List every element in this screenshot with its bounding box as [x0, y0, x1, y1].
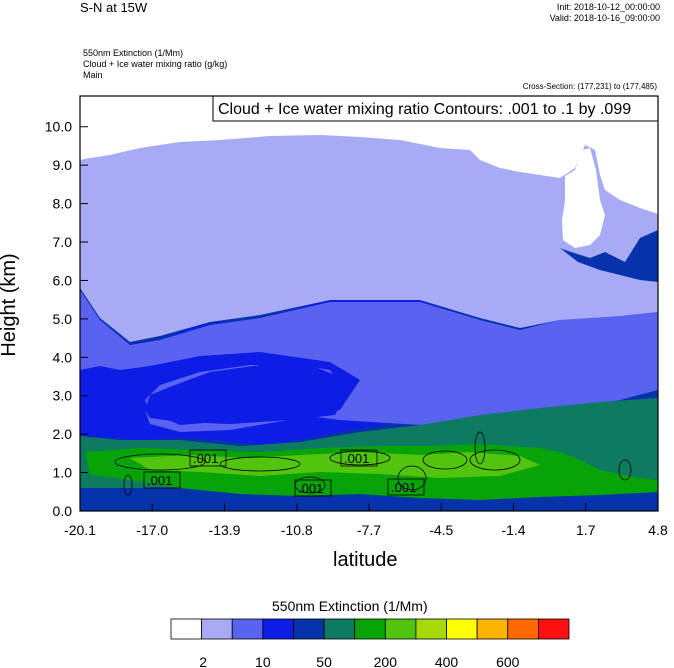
x-tick-label: -13.9 — [209, 522, 241, 538]
fill-white-top — [80, 96, 658, 214]
x-tick-label: 4.8 — [648, 522, 668, 538]
x-tick-label: -17.0 — [136, 522, 168, 538]
x-axis: -20.1 -17.0 -13.9 -10.8 -7.7 -4.5 -1.4 1.7 4.8 — [64, 503, 668, 538]
colorbar-swatch — [262, 618, 294, 640]
colorbar-swatch — [170, 618, 203, 640]
y-tick-label: 0.0 — [53, 503, 73, 519]
y-tick-label: 4.0 — [53, 349, 73, 365]
colorbar-label: 50 — [316, 654, 332, 668]
colorbar-swatch — [476, 618, 509, 640]
contour-label: .001 — [344, 451, 369, 466]
valid-time: Valid: 2018-10-16_09:00:00 — [549, 13, 660, 23]
colorbar-label: 2 — [199, 654, 207, 668]
y-tick-label: 5.0 — [53, 311, 73, 327]
colorbar-swatch — [201, 618, 233, 640]
colorbar-label: 600 — [496, 654, 520, 668]
colorbar-swatch — [293, 618, 325, 640]
y-tick-label: 9.0 — [53, 157, 73, 173]
contour-label: .001 — [298, 481, 323, 496]
fill-lightgreen-band — [130, 452, 540, 478]
colorbar-label: 200 — [374, 654, 398, 668]
field-main: Main — [83, 70, 103, 80]
x-axis-label: latitude — [333, 549, 398, 571]
y-tick-label: 2.0 — [53, 426, 73, 442]
x-tick-label: -10.8 — [281, 522, 313, 538]
chart-title: S-N at 15W — [80, 0, 148, 15]
y-tick-label: 7.0 — [53, 234, 73, 250]
colorbar-swatch — [415, 618, 447, 640]
y-axis: 0.0 1.0 2.0 3.0 4.0 5.0 6.0 7.0 8.0 9.0 10.0 — [45, 119, 88, 519]
x-tick-label: -1.4 — [501, 522, 525, 538]
x-tick-label: -20.1 — [64, 522, 96, 538]
colorbar-swatch — [537, 618, 570, 640]
colorbar-swatch — [231, 618, 264, 640]
contour-line — [618, 459, 632, 481]
field-cloud-ice: Cloud + Ice water mixing ratio (g/kg) — [83, 59, 228, 69]
field-extinction: 550nm Extinction (1/Mm) — [83, 48, 184, 58]
y-axis-label: Height (km) — [0, 253, 20, 357]
y-tick-label: 10.0 — [45, 119, 72, 135]
contour-lines — [114, 431, 632, 496]
colorbar-swatch — [446, 618, 478, 640]
colorbar-title: 550nm Extinction (1/Mm) — [272, 598, 428, 614]
contour-labels: .001 .001 .001 .001 .001 — [143, 449, 425, 497]
init-time: Init: 2018-10-12_00:00:00 — [556, 2, 660, 12]
colorbar-label: 10 — [255, 654, 271, 668]
fill-white-notch — [562, 148, 605, 248]
contour-line — [123, 474, 133, 496]
colorbar-swatch — [507, 618, 539, 640]
contour-line — [474, 431, 486, 465]
colorbar-swatch — [384, 618, 417, 640]
contour-line — [329, 450, 391, 466]
x-tick-label: -4.5 — [429, 522, 453, 538]
cross-section-label: Cross-Section: (177,231) to (177,485) — [522, 82, 657, 91]
contour-line — [469, 449, 521, 471]
y-tick-label: 6.0 — [53, 272, 73, 288]
x-tick-label: 1.7 — [576, 522, 596, 538]
contour-info-box — [212, 95, 659, 122]
colorbar-label: 400 — [435, 654, 459, 668]
run-info: Init: 2018-10-12_00:00:00 Valid: 2018-10… — [550, 2, 660, 24]
y-tick-label: 1.0 — [53, 465, 73, 481]
contour-line — [397, 465, 427, 491]
contour-line — [114, 453, 206, 471]
contour-info: Cloud + Ice water mixing ratio Contours:… — [218, 101, 631, 118]
colorbar-swatch — [323, 618, 356, 640]
contour-label: .001 — [147, 473, 172, 488]
x-tick-label: -7.7 — [357, 522, 381, 538]
y-tick-label: 3.0 — [53, 388, 73, 404]
y-tick-label: 8.0 — [53, 196, 73, 212]
fill-blue-band — [145, 365, 345, 424]
contour-line — [219, 456, 301, 472]
colorbar-swatch — [354, 618, 386, 640]
contour-label: .001 — [193, 451, 218, 466]
colorbar: 2 10 50 200 400 600 — [170, 618, 570, 668]
contour-fill — [80, 96, 658, 511]
contour-line — [422, 450, 468, 470]
field-info: 550nm Extinction (1/Mm) Cloud + Ice wate… — [83, 48, 227, 81]
contour-label: .001 — [391, 480, 416, 495]
